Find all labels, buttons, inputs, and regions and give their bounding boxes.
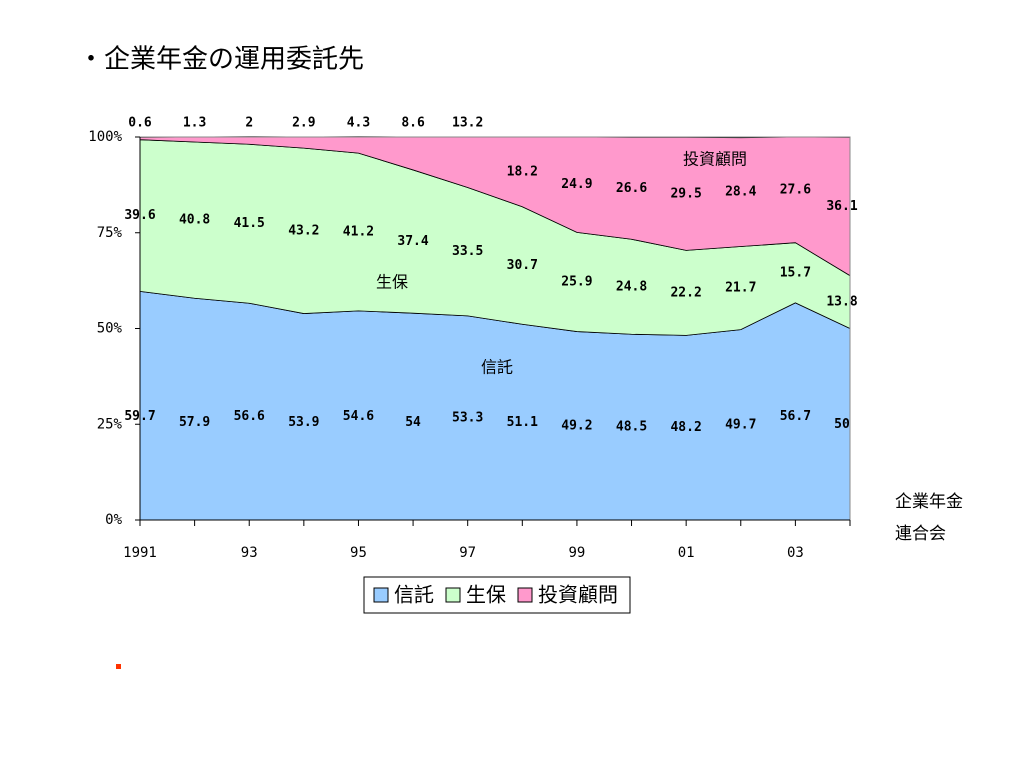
value-label: 57.9 bbox=[179, 415, 210, 430]
value-label: 27.6 bbox=[780, 182, 811, 197]
legend-label: 投資顧問 bbox=[538, 583, 618, 607]
value-label: 28.4 bbox=[725, 185, 756, 200]
value-label: 1.3 bbox=[183, 116, 206, 131]
area-label: 投資顧問 bbox=[683, 150, 747, 169]
y-tick-label: 75% bbox=[97, 225, 123, 241]
value-label: 21.7 bbox=[725, 281, 756, 296]
legend-label: 信託 bbox=[394, 583, 434, 607]
slide-title: ・企業年金の運用委託先 bbox=[78, 45, 364, 75]
value-label: 49.2 bbox=[561, 418, 592, 433]
value-label: 54.6 bbox=[343, 409, 374, 424]
x-tick-label: 97 bbox=[459, 545, 476, 561]
value-label: 50 bbox=[834, 417, 850, 432]
value-label: 29.5 bbox=[670, 186, 701, 201]
legend-box bbox=[363, 576, 631, 614]
value-label: 18.2 bbox=[507, 164, 538, 179]
value-label: 43.2 bbox=[288, 223, 319, 238]
value-label: 13.2 bbox=[452, 116, 483, 131]
x-tick-label: 99 bbox=[568, 545, 585, 561]
value-label: 41.2 bbox=[343, 224, 374, 239]
value-label: 36.1 bbox=[826, 199, 857, 214]
value-label: 2 bbox=[245, 116, 253, 131]
value-label: 0.6 bbox=[128, 116, 152, 131]
value-label: 54 bbox=[405, 415, 421, 430]
source-line: 企業年金 bbox=[895, 492, 963, 512]
value-label: 37.4 bbox=[397, 234, 428, 249]
bullet bbox=[116, 664, 121, 669]
x-tick-label: 1991 bbox=[123, 545, 157, 561]
legend-swatch bbox=[373, 587, 389, 603]
legend-swatch bbox=[517, 587, 533, 603]
value-label: 8.6 bbox=[401, 116, 425, 131]
value-label: 41.5 bbox=[234, 216, 265, 231]
value-label: 25.9 bbox=[561, 274, 592, 289]
source-line: 連合会 bbox=[895, 524, 946, 544]
value-label: 22.2 bbox=[670, 285, 701, 300]
value-label: 48.2 bbox=[670, 420, 701, 435]
legend-swatch bbox=[445, 587, 461, 603]
x-tick-label: 95 bbox=[350, 545, 367, 561]
value-label: 51.1 bbox=[507, 415, 538, 430]
x-tick-label: 03 bbox=[787, 545, 804, 561]
value-label: 4.3 bbox=[347, 116, 370, 131]
value-label: 15.7 bbox=[780, 265, 811, 280]
legend-label: 生保 bbox=[466, 583, 506, 607]
value-label: 49.7 bbox=[725, 417, 756, 432]
y-tick-label: 50% bbox=[97, 321, 123, 337]
value-label: 40.8 bbox=[179, 213, 210, 228]
value-label: 13.8 bbox=[826, 295, 857, 310]
value-label: 2.9 bbox=[292, 116, 315, 131]
area-label: 信託 bbox=[481, 358, 513, 377]
value-label: 24.9 bbox=[561, 177, 592, 192]
value-label: 53.3 bbox=[452, 410, 483, 425]
value-label: 56.6 bbox=[234, 409, 265, 424]
x-tick-label: 93 bbox=[241, 545, 258, 561]
value-label: 56.7 bbox=[780, 409, 811, 424]
value-label: 26.6 bbox=[616, 181, 647, 196]
y-tick-label: 0% bbox=[105, 512, 122, 528]
x-tick-label: 01 bbox=[678, 545, 695, 561]
area-label: 生保 bbox=[376, 273, 408, 292]
y-tick-label: 25% bbox=[97, 416, 123, 432]
value-label: 48.5 bbox=[616, 420, 647, 435]
value-label: 53.9 bbox=[288, 415, 319, 430]
value-label: 30.7 bbox=[507, 258, 538, 273]
y-tick-label: 100% bbox=[88, 129, 122, 145]
value-label: 24.8 bbox=[616, 279, 647, 294]
value-label: 33.5 bbox=[452, 244, 483, 259]
legend: 信託 生保 投資顧問 bbox=[363, 576, 631, 614]
